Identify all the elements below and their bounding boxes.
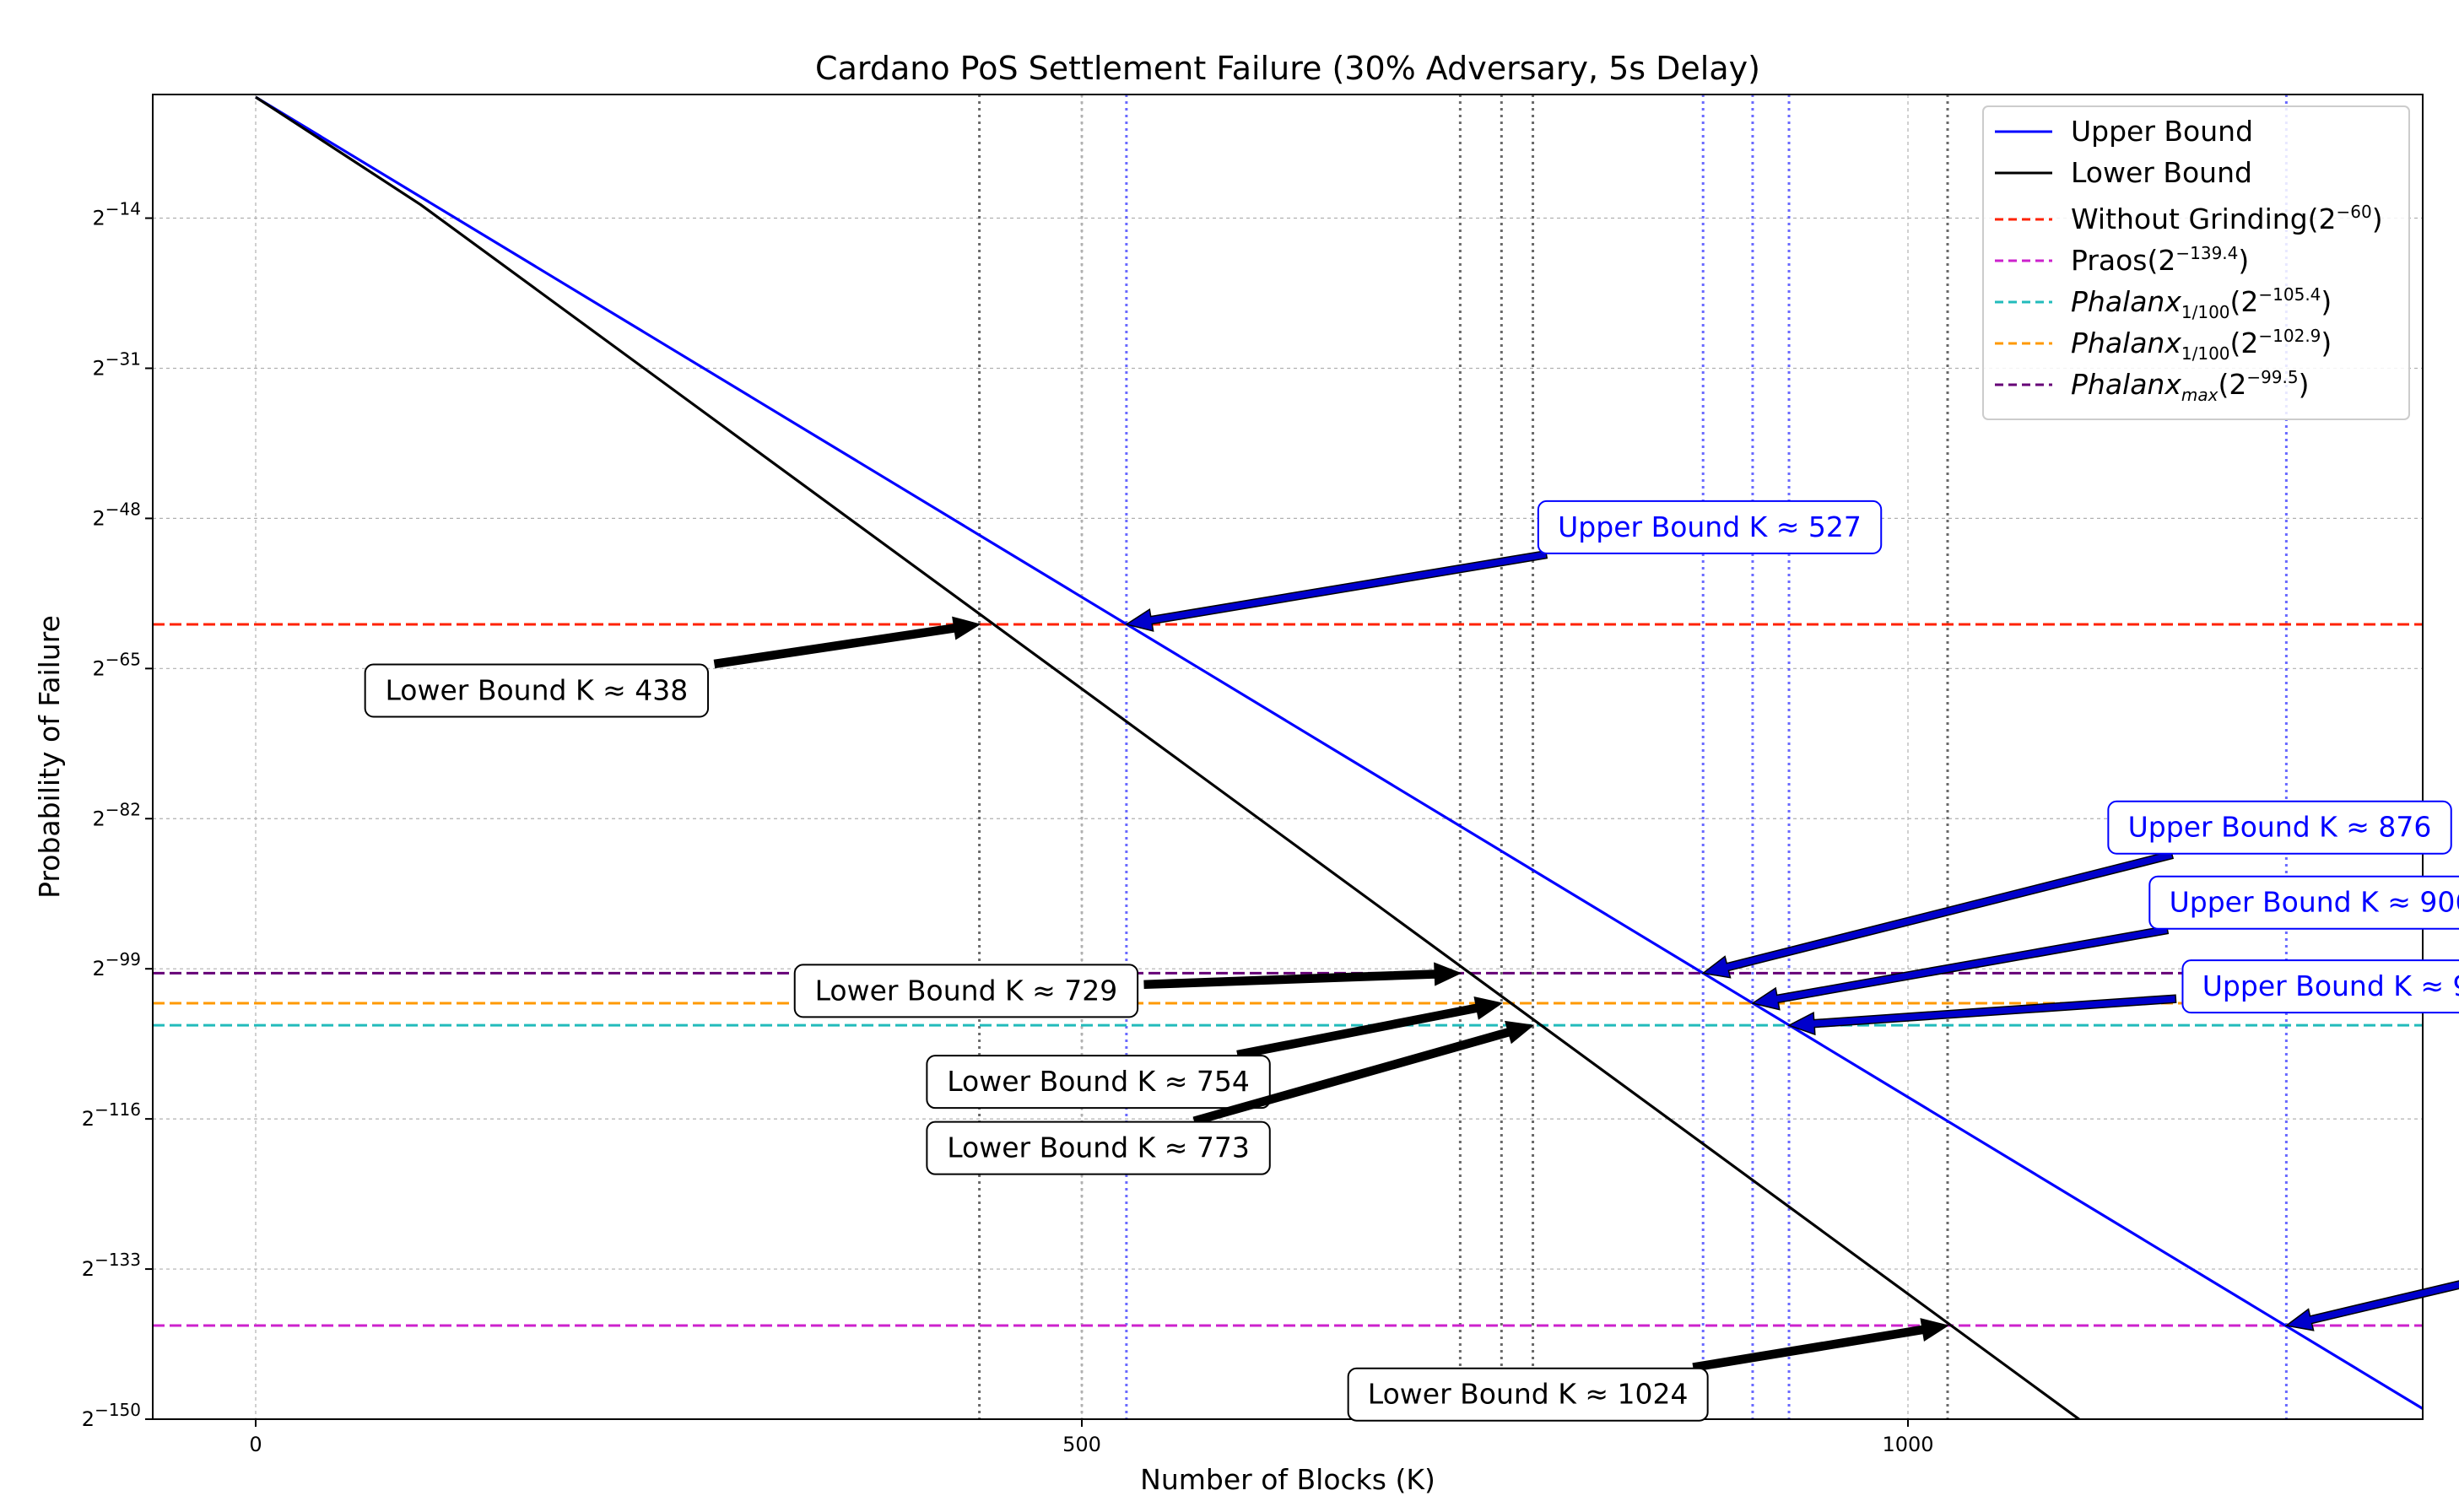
annotation-arrow	[1787, 994, 2177, 1036]
y-tick-label: 2−65	[93, 649, 142, 680]
annotation-box	[793, 964, 1139, 1018]
annotation-box	[2181, 959, 2459, 1014]
x-axis-label: Number of Blocks (K)	[1140, 1463, 1435, 1496]
annotation-label: Lower Bound K ≈ 438	[386, 674, 689, 707]
x-tick-label: 500	[1062, 1433, 1101, 1456]
x-tick-label: 0	[249, 1433, 262, 1456]
annotation-arrow	[2284, 1280, 2459, 1331]
legend-label: Phalanx1/100(2−102.9)	[2071, 326, 2332, 364]
annotation-box	[926, 1055, 1271, 1110]
y-tick-label: 2−150	[82, 1400, 141, 1431]
plot-frame	[152, 94, 2424, 1420]
annotation-box	[2107, 800, 2452, 855]
annotation-arrow	[1192, 1020, 1535, 1126]
series-line	[255, 95, 2082, 1419]
y-axis: 2−14 2−31 2−48 2−65 2−82 2−99 2−116 2−133 2−150	[82, 199, 153, 1431]
y-tick-label: 2−82	[93, 799, 142, 830]
annotation-box	[1537, 500, 1883, 554]
annotation-arrow	[1236, 996, 1504, 1060]
y-tick-label: 2−31	[93, 348, 142, 380]
legend-label: Phalanxmax(2−99.5)	[2071, 367, 2310, 405]
annotation-arrow	[713, 616, 981, 669]
x-axis: 05001000150020002500	[249, 1419, 1934, 1456]
y-axis-label: Probability of Failure	[33, 615, 66, 899]
legend-label: Phalanx1/100(2−105.4)	[2071, 284, 2332, 322]
legend-label: Upper Bound	[2071, 115, 2253, 148]
annotation-box	[364, 663, 710, 718]
y-tick-label: 2−14	[93, 199, 142, 230]
annotation-label: Lower Bound K ≈ 1024	[1368, 1378, 1689, 1411]
legend: Upper Bound Lower Bound Without Grinding(2…	[1982, 105, 2410, 420]
annotation-arrow	[1701, 850, 2175, 979]
legend-label: Praos(2−139.4)	[2071, 243, 2249, 277]
annotation-arrow	[1125, 549, 1548, 632]
annotation-box	[2148, 875, 2459, 930]
annotation-box	[926, 1120, 1271, 1175]
annotation-label: Lower Bound K ≈ 729	[815, 974, 1118, 1007]
annotation-label: Upper Bound K ≈ 928	[2202, 969, 2459, 1002]
plot-area	[153, 94, 2423, 1419]
annotation-arrow	[1143, 962, 1462, 990]
annotation-label: Lower Bound K ≈ 773	[947, 1131, 1250, 1164]
legend-label: Lower Bound	[2071, 156, 2252, 189]
annotations: Upper Bound K ≈ 527 Lower Bound K ≈ 438 Up…	[364, 500, 2459, 1422]
annotation-label: Upper Bound K ≈ 876	[2128, 811, 2432, 844]
chart-title: Cardano PoS Settlement Failure (30% Adve…	[815, 50, 1760, 87]
annotation-box	[1347, 1367, 1709, 1422]
y-tick-label: 2−99	[93, 949, 142, 980]
x-tick-label: 1000	[1882, 1433, 1933, 1456]
annotation-arrow	[1692, 1318, 1949, 1372]
annotation-arrow	[1751, 925, 2170, 1011]
annotation-label: Upper Bound K ≈ 906	[2170, 886, 2459, 919]
y-tick-label: 2−48	[93, 499, 142, 530]
y-tick-label: 2−133	[82, 1250, 141, 1281]
annotation-label: Lower Bound K ≈ 754	[947, 1065, 1250, 1098]
legend-label: Without Grinding(2−60)	[2071, 202, 2383, 235]
series-line	[255, 95, 2423, 1411]
legend-frame	[1982, 105, 2410, 420]
y-tick-label: 2−116	[82, 1099, 141, 1131]
annotation-label: Upper Bound K ≈ 527	[1558, 510, 1862, 543]
